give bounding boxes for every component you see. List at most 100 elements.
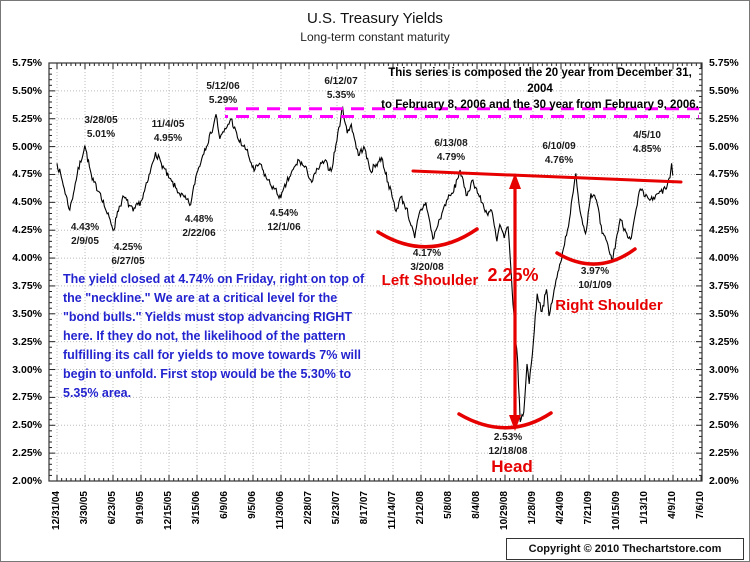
point-label-line: 5.29% — [208, 94, 238, 106]
point-label-line: 4.76% — [544, 154, 574, 166]
measurement-label: 2.25% — [487, 265, 539, 285]
point-label-line: 4.17% — [412, 248, 442, 259]
x-tick-label: 7/6/10 — [695, 491, 706, 519]
x-tick-label: 8/17/07 — [359, 491, 370, 525]
chart-subtitle: Long-term constant maturity — [300, 30, 450, 44]
data-point-label: 4.54% 12/1/06 — [267, 207, 300, 234]
page-title: U.S. Treasury Yields — [307, 10, 443, 27]
y-axis-label-right: 3.00% — [709, 363, 739, 376]
yield-series-line — [56, 105, 674, 423]
y-axis-label-right: 3.50% — [709, 307, 739, 320]
point-label-line: 5.01% — [86, 128, 116, 140]
y-axis-label-left: 2.75% — [12, 391, 42, 404]
y-axis-label-left: 5.25% — [12, 112, 42, 125]
y-axis-label-left: 5.00% — [12, 140, 42, 153]
x-tick-label: 11/30/06 — [275, 491, 286, 530]
y-axis-label-right: 3.75% — [709, 279, 739, 292]
point-label-line: 4.25% — [113, 242, 143, 253]
data-point-label: 11/4/05 4.95% — [152, 118, 185, 145]
plot-border — [48, 62, 703, 482]
x-tick-label: 10/29/08 — [499, 491, 510, 530]
commentary-line: The yield closed at 4.74% on Friday, rig… — [63, 272, 365, 286]
y-axis-label-left: 3.00% — [12, 363, 42, 376]
y-axis-label-right: 2.00% — [709, 475, 739, 487]
x-tick-label: 5/23/07 — [331, 491, 342, 525]
data-point-label: 4.25% 6/27/05 — [111, 241, 144, 268]
x-tick-label: 4/9/10 — [667, 491, 678, 519]
point-label-line: 4.85% — [632, 143, 662, 155]
y-axis-label-right: 5.25% — [709, 112, 739, 125]
data-point-label: 3.97% 10/1/09 — [578, 265, 611, 292]
y-axis-label-left: 2.25% — [12, 447, 42, 460]
x-tick-label: 2/28/07 — [303, 491, 314, 525]
y-axis-label-left: 3.25% — [12, 335, 42, 348]
y-axis-label-right: 4.50% — [709, 196, 739, 209]
x-tick-label: 1/13/10 — [639, 491, 650, 525]
left-shoulder-arc — [376, 227, 479, 249]
resistance-lines — [225, 107, 699, 119]
point-label-line: 10/1/09 — [578, 279, 612, 291]
data-point-label: 4/5/10 4.85% — [633, 129, 661, 156]
x-tick-label: 6/23/05 — [107, 491, 118, 525]
y-axis-label-right: 4.75% — [709, 168, 739, 181]
commentary-line: begin to unfold. First stop would be the… — [63, 367, 352, 381]
point-label-line: 4.54% — [269, 208, 299, 219]
y-axis-label-left: 4.00% — [12, 252, 42, 265]
series-composition-note: This series is composed the 20 year from… — [379, 65, 701, 113]
data-point-label: 6/13/08 4.79% — [434, 137, 467, 164]
x-tick-label: 2/12/08 — [415, 491, 426, 525]
data-point-label: 2.53% 12/18/08 — [489, 431, 528, 458]
y-axis-label-left: 5.50% — [12, 84, 42, 97]
x-tick-label: 9/19/05 — [135, 491, 146, 525]
y-axis-label-left: 5.75% — [12, 57, 42, 69]
point-label-line: 6/10/09 — [542, 141, 576, 152]
point-label-line: 4.95% — [153, 132, 183, 144]
y-axis-label-right: 5.00% — [709, 140, 739, 153]
x-tick-label: 11/14/07 — [387, 491, 398, 530]
y-axis-label-right: 4.25% — [709, 224, 739, 237]
x-tick-label: 3/30/05 — [79, 491, 90, 525]
point-label-line: 2.53% — [493, 432, 523, 443]
point-label-line: 12/18/08 — [488, 445, 528, 457]
y-axis-label-left: 2.50% — [12, 419, 42, 432]
x-tick-label: 4/24/09 — [555, 491, 566, 525]
data-point-label: 6/12/07 5.35% — [324, 75, 357, 102]
point-label-line: 5/12/06 — [206, 81, 240, 92]
data-point-label: 4.17% 3/20/08 — [410, 247, 443, 274]
point-label-line: 3/28/05 — [84, 115, 118, 126]
point-label-line: 4/5/10 — [633, 130, 661, 141]
point-label-line: 2/22/06 — [182, 227, 216, 239]
neckline — [411, 169, 683, 184]
y-axis-label-right: 3.25% — [709, 335, 739, 348]
left-shoulder-label: Left Shoulder — [381, 272, 479, 289]
x-tick-label: 12/31/04 — [51, 491, 62, 530]
y-axis-label-left: 4.75% — [12, 168, 42, 181]
y-axis-label-left: 4.25% — [12, 224, 42, 237]
copyright-box: Copyright © 2010 Thechartstore.com — [506, 538, 744, 560]
commentary-line: the "neckline." We are at a critical lev… — [63, 291, 338, 305]
commentary-line: 5.35% area. — [63, 386, 132, 400]
y-axis-label-left: 3.50% — [12, 307, 42, 320]
data-point-label: 4.43% 2/9/05 — [71, 221, 99, 248]
x-tick-label: 12/15/05 — [163, 491, 174, 530]
note-line-2: to February 8, 2006 and the 30 year from… — [381, 99, 699, 111]
measurement-arrow — [509, 173, 521, 431]
y-axis-label-right: 2.25% — [709, 447, 739, 460]
point-label-line: 4.79% — [436, 151, 466, 163]
point-label-line: 11/4/05 — [151, 119, 185, 130]
y-axis-label-right: 5.75% — [709, 57, 739, 69]
point-label-line: 3.97% — [580, 266, 610, 277]
point-label-line: 4.43% — [70, 222, 100, 233]
x-tick-label: 10/15/09 — [611, 491, 622, 530]
y-axis-label-left: 2.00% — [12, 475, 42, 487]
y-axis-label-right: 2.75% — [709, 391, 739, 404]
point-label-line: 2/9/05 — [71, 235, 99, 247]
commentary-line: fulfilling its call for yields to move t… — [63, 348, 361, 362]
right-shoulder-arc — [555, 247, 637, 266]
y-axis-label-left: 4.50% — [12, 196, 42, 209]
note-line-1: This series is composed the 20 year from… — [388, 67, 692, 95]
point-label-line: 6/13/08 — [434, 138, 468, 149]
data-point-label: 6/10/09 4.76% — [542, 140, 575, 167]
head-arc — [457, 411, 553, 430]
y-axis-label-left: 3.75% — [12, 279, 42, 292]
